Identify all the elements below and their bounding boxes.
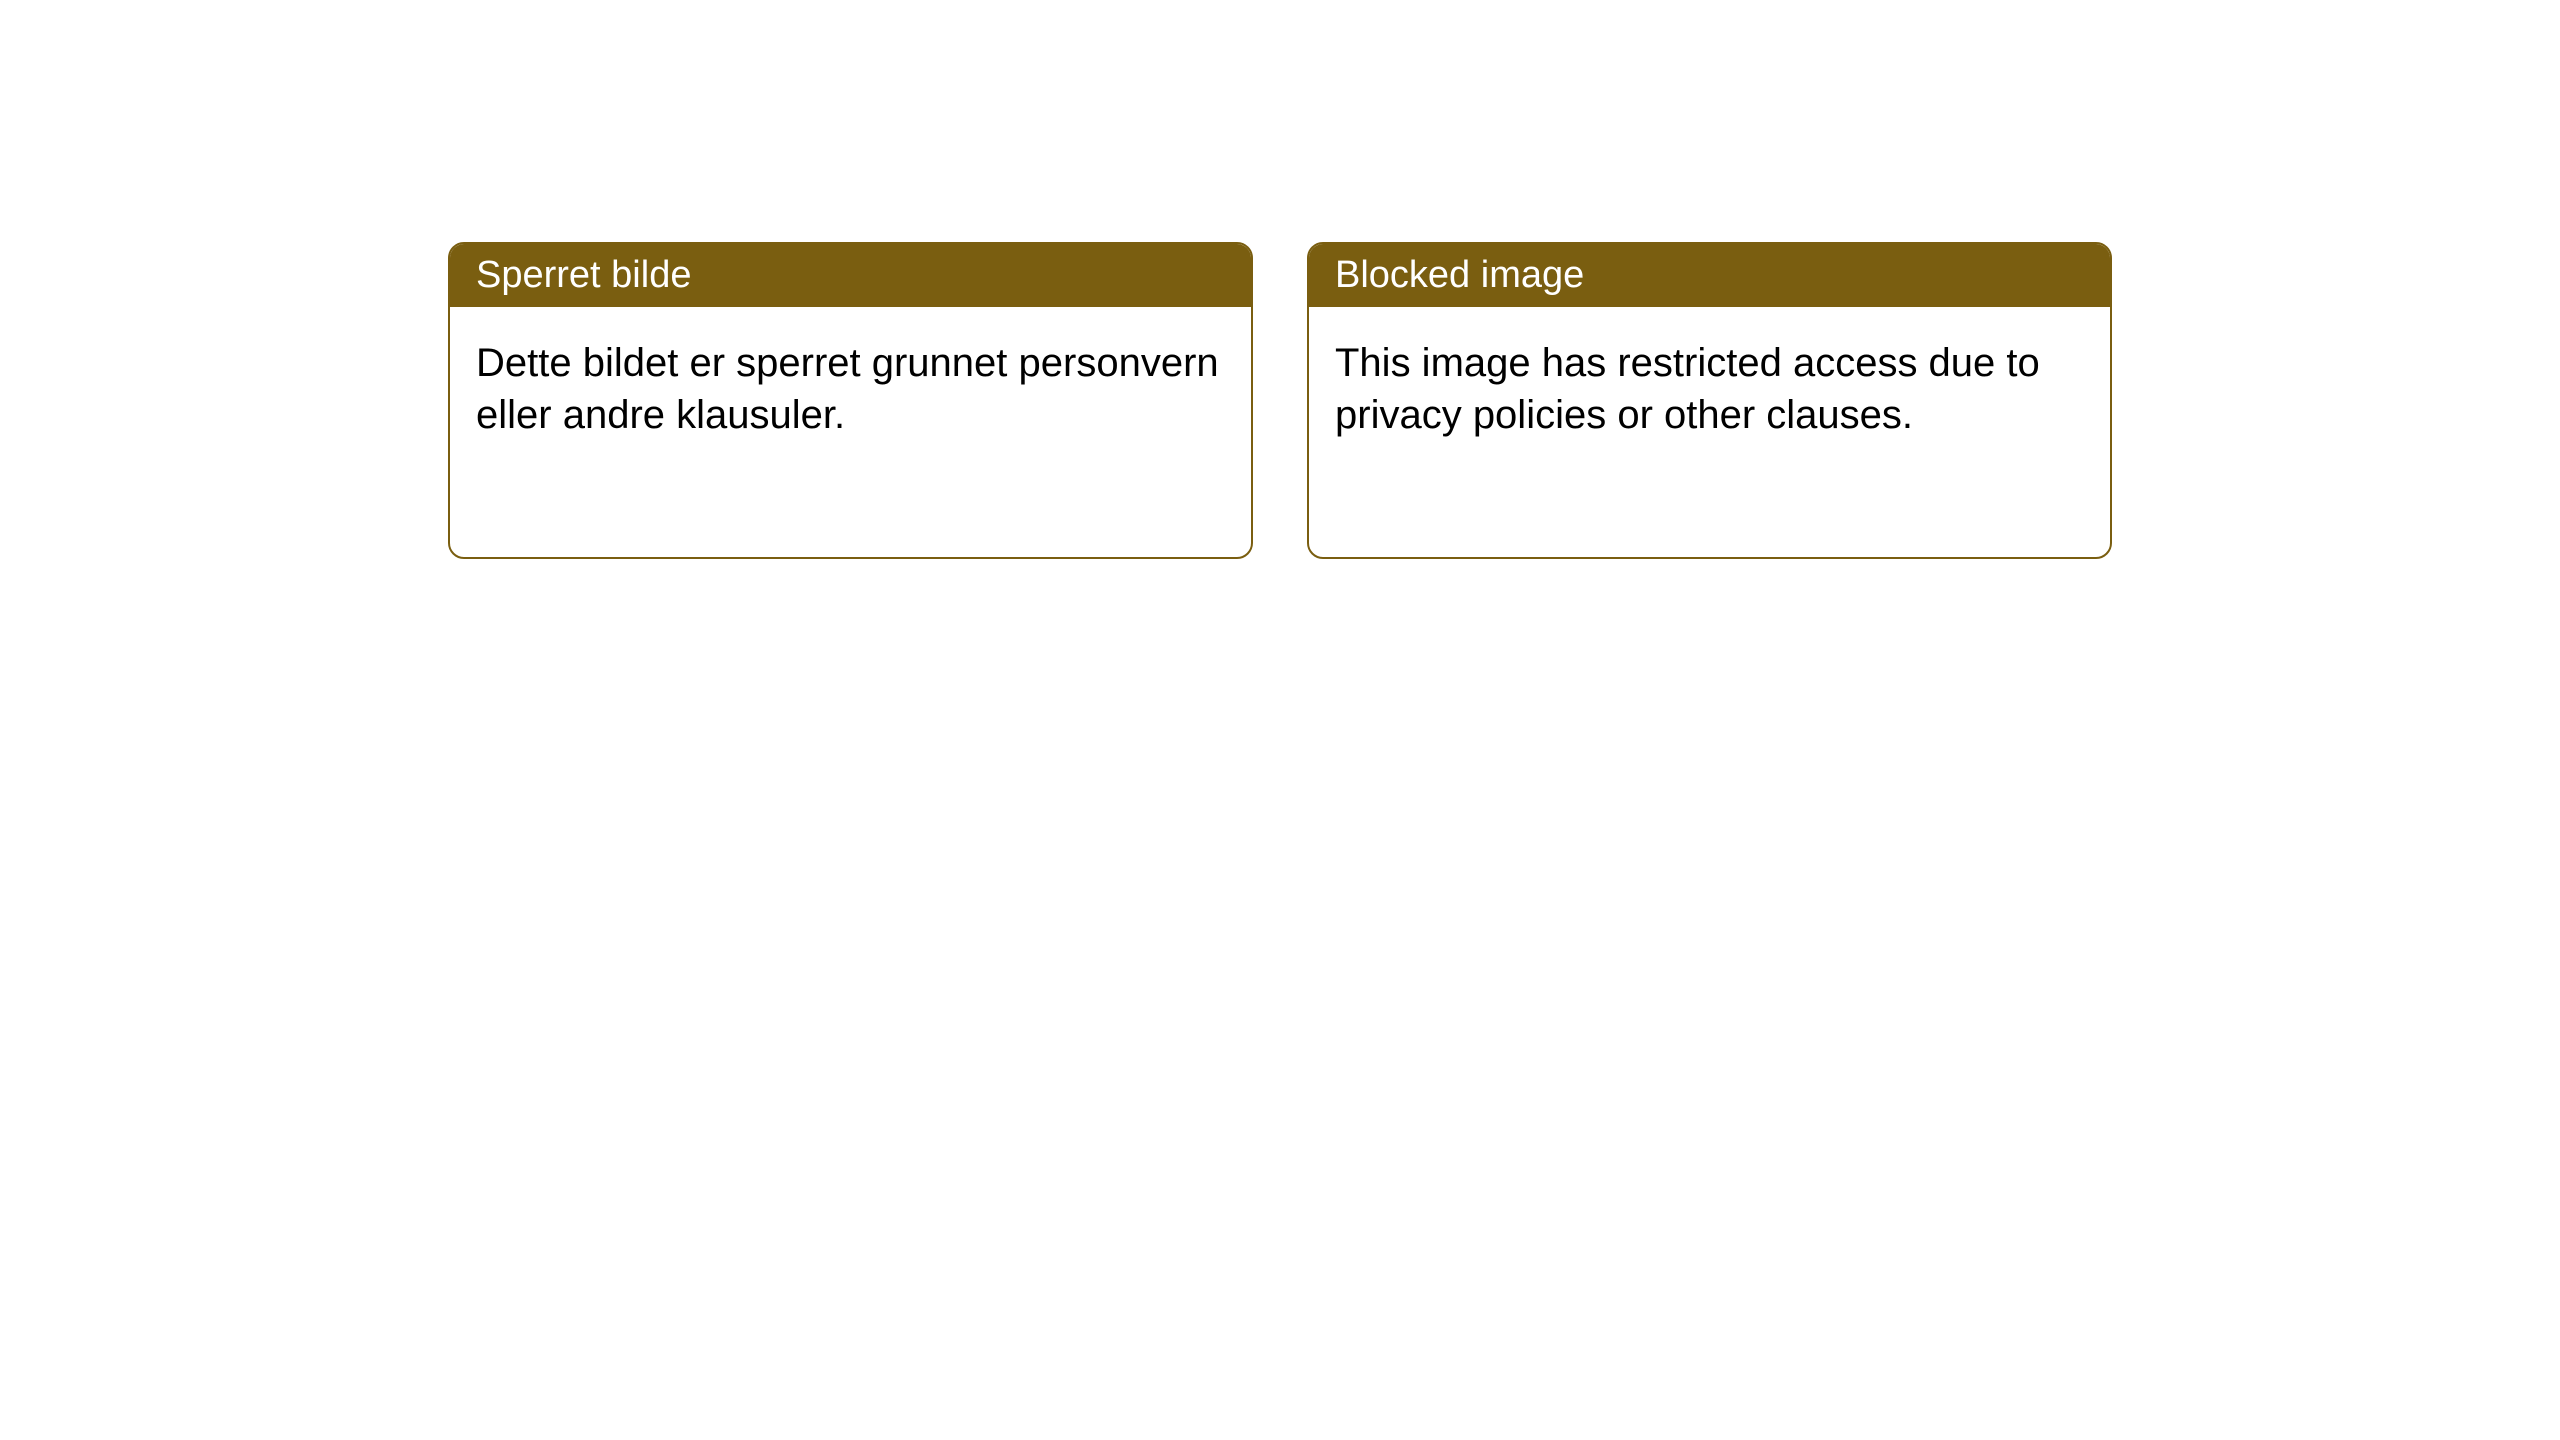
notice-title: Sperret bilde bbox=[476, 254, 691, 296]
notice-header: Blocked image bbox=[1309, 244, 2110, 307]
notice-body: This image has restricted access due to … bbox=[1309, 307, 2110, 557]
notice-header: Sperret bilde bbox=[450, 244, 1251, 307]
notice-text: Dette bildet er sperret grunnet personve… bbox=[476, 341, 1219, 437]
notice-box-english: Blocked image This image has restricted … bbox=[1307, 242, 2112, 559]
notice-body: Dette bildet er sperret grunnet personve… bbox=[450, 307, 1251, 557]
notices-container: Sperret bilde Dette bildet er sperret gr… bbox=[448, 242, 2112, 559]
notice-box-norwegian: Sperret bilde Dette bildet er sperret gr… bbox=[448, 242, 1253, 559]
notice-text: This image has restricted access due to … bbox=[1335, 341, 2040, 437]
notice-title: Blocked image bbox=[1335, 254, 1584, 296]
